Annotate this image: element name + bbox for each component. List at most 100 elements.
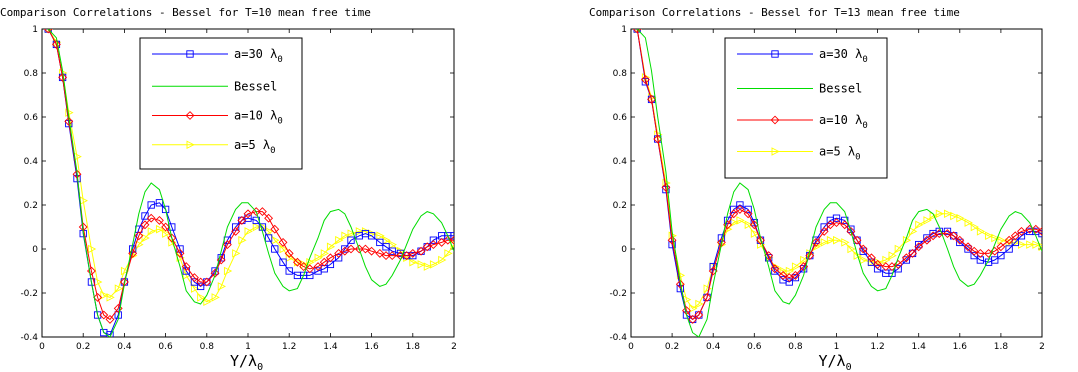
data-point bbox=[376, 238, 384, 247]
data-point bbox=[756, 235, 765, 245]
data-point bbox=[128, 248, 138, 258]
y-tick-label: 0.6 bbox=[613, 113, 628, 123]
data-point bbox=[114, 284, 124, 293]
legend-label: a=5 λ0 bbox=[234, 138, 276, 156]
data-point bbox=[653, 134, 663, 144]
data-point bbox=[210, 268, 220, 278]
data-point bbox=[859, 247, 867, 255]
data-point bbox=[888, 251, 897, 260]
legend-box bbox=[139, 37, 303, 170]
x-tick-label: 1 bbox=[834, 342, 840, 352]
y-tick-label: 0.4 bbox=[24, 157, 39, 167]
data-point bbox=[1010, 231, 1020, 241]
data-point bbox=[305, 264, 315, 274]
x-tick-label: 1.6 bbox=[953, 342, 968, 352]
data-point bbox=[306, 257, 315, 267]
data-point bbox=[859, 255, 868, 265]
legend-swatch-marker bbox=[186, 140, 195, 149]
data-point bbox=[354, 244, 364, 254]
data-point bbox=[730, 205, 738, 214]
x-tick-label: 0.4 bbox=[117, 342, 132, 352]
legend-swatch-marker bbox=[770, 115, 780, 125]
data-point bbox=[409, 257, 418, 267]
x-axis-label-main: Y/λ bbox=[819, 352, 846, 370]
series-line bbox=[636, 29, 1042, 337]
data-point bbox=[790, 270, 800, 280]
data-point bbox=[409, 251, 417, 260]
legend-label-main: a=10 λ bbox=[819, 113, 862, 127]
data-point bbox=[293, 257, 302, 267]
data-point bbox=[155, 224, 165, 234]
legend-label-main: a=5 λ bbox=[819, 145, 855, 159]
data-point bbox=[893, 259, 903, 269]
data-point bbox=[134, 231, 144, 241]
data-point bbox=[784, 273, 794, 283]
data-point bbox=[991, 256, 999, 264]
data-point bbox=[1026, 240, 1035, 249]
data-point bbox=[175, 248, 185, 258]
data-point bbox=[120, 266, 130, 276]
data-point bbox=[832, 214, 841, 222]
data-point bbox=[770, 264, 780, 274]
data-point bbox=[141, 233, 150, 243]
data-point bbox=[155, 199, 164, 207]
data-point bbox=[955, 235, 965, 245]
y-tick-label: 0.8 bbox=[24, 69, 39, 79]
data-point bbox=[735, 204, 745, 214]
data-point bbox=[866, 253, 876, 263]
data-point bbox=[264, 234, 273, 242]
data-point bbox=[833, 235, 842, 245]
data-point bbox=[975, 248, 985, 258]
x-tick-label: 2 bbox=[451, 342, 457, 352]
legend-label-sub: 0 bbox=[855, 153, 860, 163]
data-point bbox=[811, 237, 821, 247]
data-point bbox=[779, 266, 788, 276]
data-point bbox=[632, 29, 642, 34]
data-point bbox=[181, 262, 191, 272]
legend-label-main: a=5 λ bbox=[234, 138, 270, 152]
data-point bbox=[162, 229, 171, 238]
data-point bbox=[87, 244, 97, 254]
data-point bbox=[805, 251, 815, 261]
y-tick-label: -0.4 bbox=[609, 333, 627, 343]
data-point bbox=[190, 284, 200, 293]
data-point bbox=[964, 218, 973, 227]
data-point bbox=[211, 293, 220, 302]
legend-swatch-marker bbox=[771, 147, 780, 156]
data-point bbox=[997, 251, 1005, 260]
data-point bbox=[744, 205, 752, 214]
data-point bbox=[923, 216, 932, 225]
data-point bbox=[1004, 235, 1014, 245]
data-point bbox=[167, 233, 177, 243]
data-point bbox=[894, 265, 902, 273]
data-point bbox=[422, 242, 432, 252]
data-point bbox=[882, 255, 891, 265]
data-point bbox=[902, 235, 912, 245]
data-point bbox=[647, 94, 656, 104]
data-point bbox=[662, 178, 671, 188]
data-point bbox=[444, 249, 453, 258]
data-point bbox=[270, 224, 280, 234]
data-point bbox=[976, 227, 986, 236]
data-point bbox=[689, 304, 698, 313]
data-point bbox=[146, 213, 156, 223]
data-point bbox=[956, 213, 965, 223]
data-point bbox=[935, 209, 945, 219]
data-point bbox=[244, 214, 252, 222]
y-tick-label: 0.6 bbox=[24, 113, 39, 123]
x-tick-label: 2 bbox=[1039, 342, 1045, 352]
data-point bbox=[251, 207, 261, 217]
data-point bbox=[970, 251, 978, 260]
data-point bbox=[217, 282, 227, 291]
data-point bbox=[969, 246, 979, 256]
data-point bbox=[915, 220, 924, 230]
data-point bbox=[840, 220, 850, 230]
data-point bbox=[347, 229, 356, 238]
data-point bbox=[943, 227, 952, 236]
data-point bbox=[820, 223, 828, 231]
data-point bbox=[244, 227, 253, 236]
data-point bbox=[841, 238, 850, 247]
data-point bbox=[428, 240, 438, 250]
